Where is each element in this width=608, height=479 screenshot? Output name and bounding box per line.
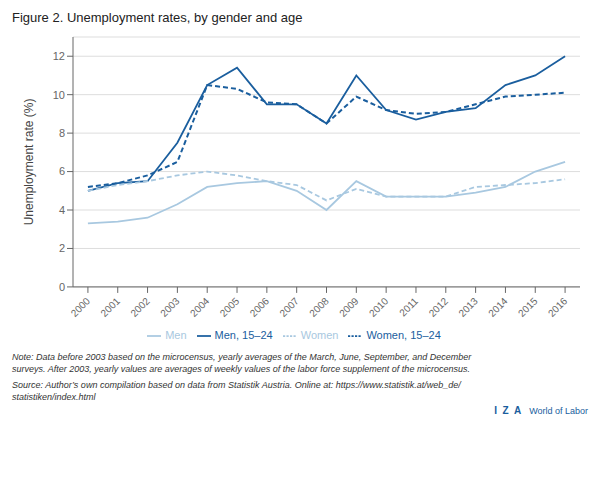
- svg-text:2005: 2005: [218, 295, 242, 319]
- svg-text:2008: 2008: [307, 295, 331, 319]
- html-text:Men: Men: [165, 328, 187, 341]
- svg-text:2000: 2000: [69, 295, 93, 319]
- svg-text:4: 4: [59, 204, 65, 216]
- html-text:World of Labor: World of Labor: [529, 406, 588, 416]
- svg-text:10: 10: [53, 89, 65, 101]
- svg-text:2009: 2009: [337, 295, 361, 319]
- svg-text:2007: 2007: [277, 295, 301, 319]
- svg-text:2004: 2004: [188, 295, 212, 319]
- svg-text:6: 6: [59, 165, 65, 177]
- svg-text:2011: 2011: [397, 295, 420, 318]
- html-text:Women, 15–24: Women, 15–24: [366, 328, 441, 341]
- svg-text:2001: 2001: [98, 295, 122, 319]
- html-text:Figure 2. Unemployment rates,: Figure 2. Unemployment rates, by gender …: [12, 10, 303, 25]
- html-text:Men, 15–24: Men, 15–24: [214, 328, 273, 341]
- html-text:Source: Author’s own compilati: Source: Author’s own compilation based o…: [12, 380, 461, 402]
- svg-text:2012: 2012: [427, 295, 451, 319]
- svg-text:2010: 2010: [367, 295, 391, 319]
- svg-text:2006: 2006: [248, 295, 272, 319]
- svg-text:2002: 2002: [128, 295, 152, 319]
- svg-text:8: 8: [59, 127, 65, 139]
- svg-text:Unemployment rate (%): Unemployment rate (%): [22, 99, 36, 226]
- svg-text:2016: 2016: [546, 295, 570, 319]
- svg-text:12: 12: [53, 50, 65, 62]
- svg-text:0: 0: [59, 281, 65, 293]
- html-text:Note: Data before 2003 based o: Note: Data before 2003 based on the micr…: [12, 352, 472, 374]
- html-text:Women: Women: [300, 328, 339, 341]
- svg-text:2: 2: [59, 242, 65, 254]
- svg-text:2003: 2003: [158, 295, 182, 319]
- svg-text:2015: 2015: [516, 295, 540, 319]
- svg-text:2014: 2014: [486, 295, 510, 319]
- html-text:I Z A: I Z A: [494, 405, 522, 416]
- svg-text:2013: 2013: [456, 295, 480, 319]
